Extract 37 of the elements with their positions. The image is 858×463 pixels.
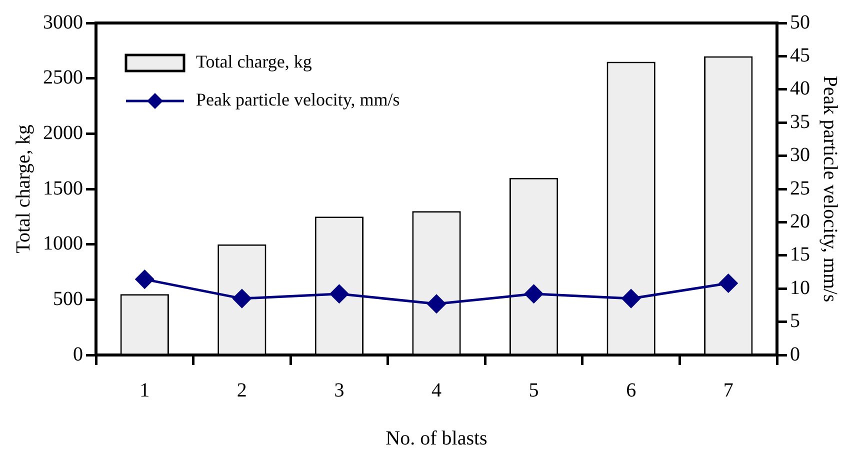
y2-tick-label: 10: [790, 276, 810, 299]
y2-tick-label: 0: [790, 343, 800, 366]
point: [719, 274, 738, 293]
y2-tick-label: 25: [790, 177, 810, 200]
point: [427, 294, 446, 314]
y2-tick-label: 20: [790, 210, 810, 232]
y2-tick-label: 40: [790, 78, 810, 100]
y-tick-label: 1500: [43, 177, 83, 200]
x-tick-label: 1: [140, 379, 150, 402]
y-tick-label: 2000: [43, 122, 83, 144]
point: [622, 289, 640, 308]
y-tick-label: 2500: [43, 66, 83, 89]
y-tick-label: 1000: [43, 232, 83, 255]
point: [524, 284, 544, 304]
y2-axis-title: Peak particle velocity, mm/s: [818, 76, 841, 302]
legend-label: Total charge, kg: [196, 52, 312, 72]
x-axis-title: No. of blasts: [386, 427, 488, 450]
y-axis-title: Total charge, kg: [12, 124, 34, 254]
x-tick-label: 4: [432, 379, 442, 402]
x-tick-label: 2: [236, 379, 247, 402]
y-tick-label: 0: [73, 343, 83, 366]
point: [330, 284, 348, 304]
y-tick-label: 3000: [43, 11, 83, 34]
point: [232, 289, 252, 308]
x-tick-label: 3: [334, 379, 344, 402]
y2-tick-label: 35: [790, 110, 810, 133]
legend-label: Peak particle velocity, mm/s: [196, 90, 400, 110]
y2-tick-label: 30: [790, 144, 810, 166]
x-tick-label: 6: [626, 379, 636, 402]
y2-tick-label: 45: [790, 44, 810, 66]
y2-tick-label: 15: [790, 244, 810, 266]
y-tick-label: 500: [53, 288, 83, 310]
y2-tick-label: 5: [790, 310, 800, 332]
point: [135, 270, 154, 289]
x-tick-label: 5: [528, 379, 539, 402]
y2-tick-label: 50: [790, 11, 810, 34]
x-tick-label: 7: [723, 379, 734, 402]
